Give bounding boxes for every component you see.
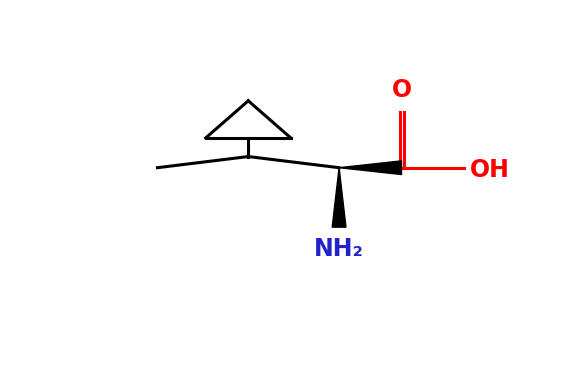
Polygon shape bbox=[332, 168, 346, 227]
Text: O: O bbox=[392, 78, 412, 101]
Text: OH: OH bbox=[469, 158, 510, 182]
Text: NH₂: NH₂ bbox=[314, 238, 364, 261]
Polygon shape bbox=[339, 161, 401, 174]
